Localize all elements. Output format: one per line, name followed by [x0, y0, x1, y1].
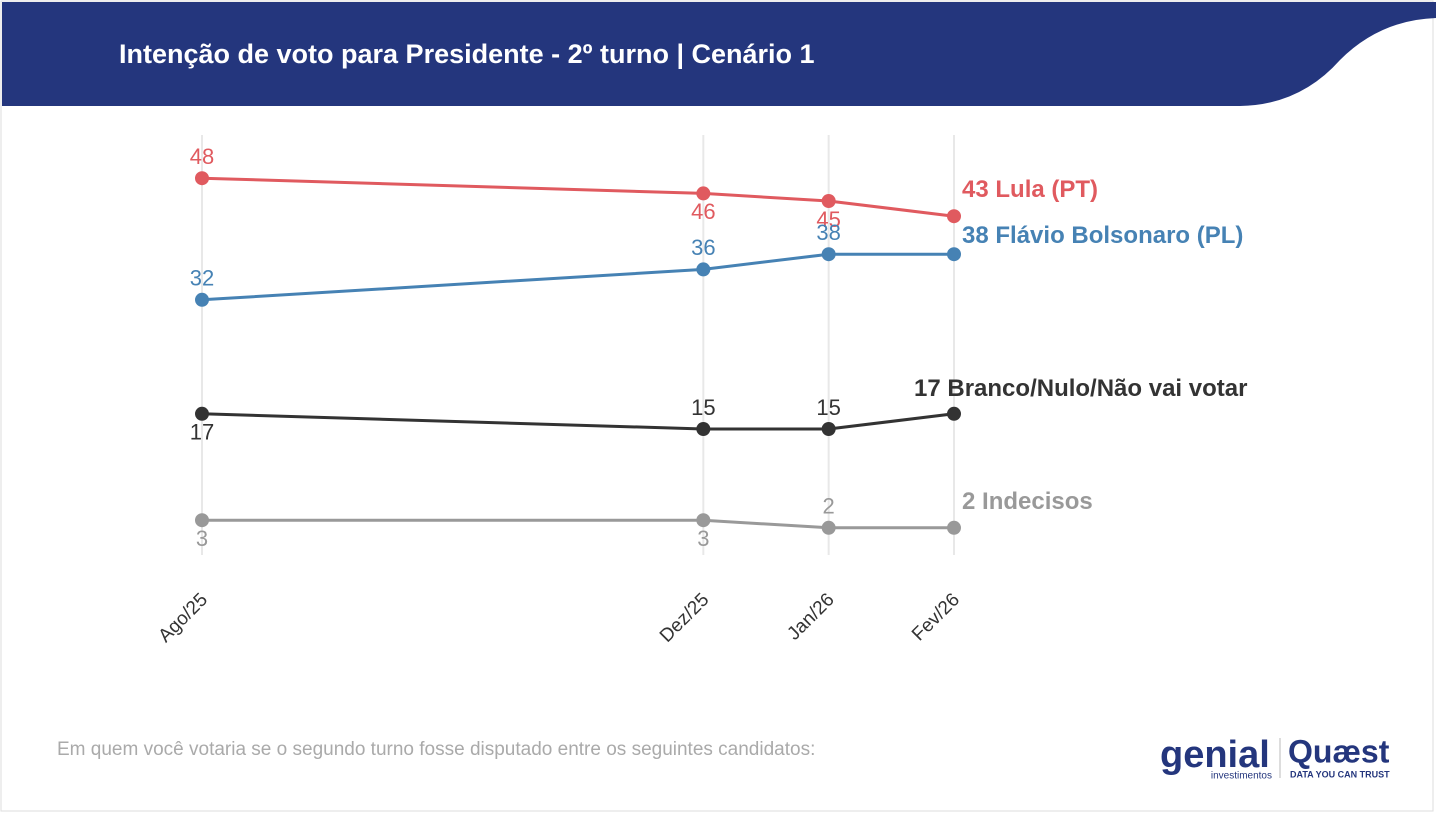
- point: [195, 406, 209, 421]
- footer-note: Em quem você votaria se o segundo turno …: [57, 739, 815, 760]
- logo-quaest-sub: DATA YOU CAN TRUST: [1290, 769, 1390, 779]
- end-label: 43 Lula (PT): [962, 177, 1098, 204]
- point: [195, 292, 209, 307]
- end-label: 2 Indecisos: [962, 488, 1093, 515]
- point: [821, 422, 836, 436]
- data-label: 17: [190, 420, 214, 445]
- point: [947, 209, 961, 224]
- data-label: 36: [691, 235, 715, 260]
- data-label: 32: [190, 266, 214, 291]
- point: [696, 513, 711, 528]
- data-label: 3: [697, 526, 709, 551]
- series-line: [201, 176, 955, 218]
- data-label: 45: [816, 207, 840, 232]
- point: [696, 262, 711, 277]
- end-label-value: 38: [962, 223, 989, 250]
- point: [195, 171, 209, 186]
- data-label: 48: [190, 144, 214, 169]
- point: [821, 194, 836, 208]
- series-line: [201, 412, 955, 431]
- point: [821, 247, 836, 262]
- legend-entry: Lula (PT): [995, 177, 1098, 204]
- point: [821, 520, 836, 535]
- chart-title: Intenção de voto para Presidente - 2º tu…: [119, 39, 815, 69]
- data-label: 38: [816, 220, 840, 245]
- point: [696, 422, 711, 436]
- end-label: 17 Branco/Nulo/Não vai votar: [914, 375, 1247, 402]
- data-label: 3: [196, 526, 208, 551]
- logo-genial-sub: investimentos: [1211, 771, 1272, 782]
- legend-entry: Flávio Bolsonaro (PL): [995, 223, 1243, 250]
- data-label: 46: [691, 199, 715, 224]
- legend-entry: Indecisos: [982, 488, 1093, 515]
- end-label: 38 Flávio Bolsonaro (PL): [962, 223, 1243, 250]
- point: [195, 513, 209, 528]
- end-label-value: 43: [962, 177, 989, 204]
- point: [696, 186, 711, 201]
- series-line: [202, 518, 954, 530]
- point: [947, 520, 961, 535]
- legend-entry: Branco/Nulo/Não vai votar: [947, 375, 1247, 402]
- header-band: [2, 2, 1436, 106]
- data-label: 2: [823, 494, 835, 519]
- point: [947, 406, 961, 421]
- data-label: 15: [691, 395, 715, 420]
- logo-quaest: Quæst: [1288, 733, 1390, 769]
- series-line: [201, 252, 954, 302]
- end-label-value: 17: [914, 375, 941, 402]
- end-label-value: 2: [962, 488, 975, 515]
- point: [947, 247, 961, 262]
- logo-genial: genial: [1160, 734, 1270, 776]
- data-label: 15: [816, 395, 840, 420]
